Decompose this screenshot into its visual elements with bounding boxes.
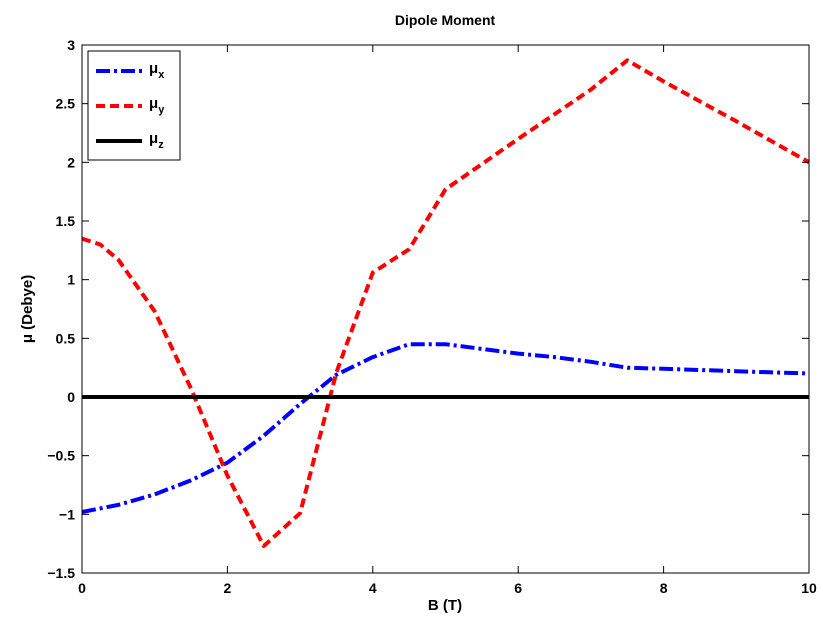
y-tick-label: −1.5 — [47, 565, 75, 581]
y-tick-label: 1.5 — [56, 213, 76, 229]
x-tick-label: 6 — [514, 580, 522, 596]
y-tick-label: 2 — [67, 154, 75, 170]
series-layer — [81, 58, 810, 548]
plot-frame — [81, 44, 810, 574]
series-line-y — [81, 58, 810, 548]
x-tick-label: 0 — [78, 580, 86, 596]
tick-layer: 0 2 4 6 8 10 −1.5 −1 −0.5 0 0.5 1 1.5 2 2.5 3 — [47, 37, 817, 596]
y-tick-label: −0.5 — [47, 448, 75, 464]
y-tick-label: −1 — [59, 506, 75, 522]
y-tick-label: 0 — [67, 389, 75, 405]
y-tick-label: 1 — [67, 272, 75, 288]
legend-subscript: z — [158, 139, 164, 151]
x-tick-label: 4 — [369, 580, 377, 596]
legend-subscript: x — [158, 69, 165, 81]
x-tick-label: 8 — [660, 580, 668, 596]
series-line-x — [81, 342, 810, 514]
y-tick-label: 0.5 — [56, 330, 76, 346]
plot-area — [82, 45, 809, 573]
x-axis-label: B (T) — [428, 597, 462, 614]
y-tick-label: 2.5 — [56, 96, 76, 112]
legend-subscript: y — [158, 104, 165, 116]
chart-title: Dipole Moment — [395, 12, 496, 28]
y-tick-label: 3 — [67, 37, 75, 53]
x-tick-label: 10 — [801, 580, 817, 596]
x-tick-label: 2 — [224, 580, 232, 596]
y-axis-label: μ (Debye) — [19, 275, 36, 343]
